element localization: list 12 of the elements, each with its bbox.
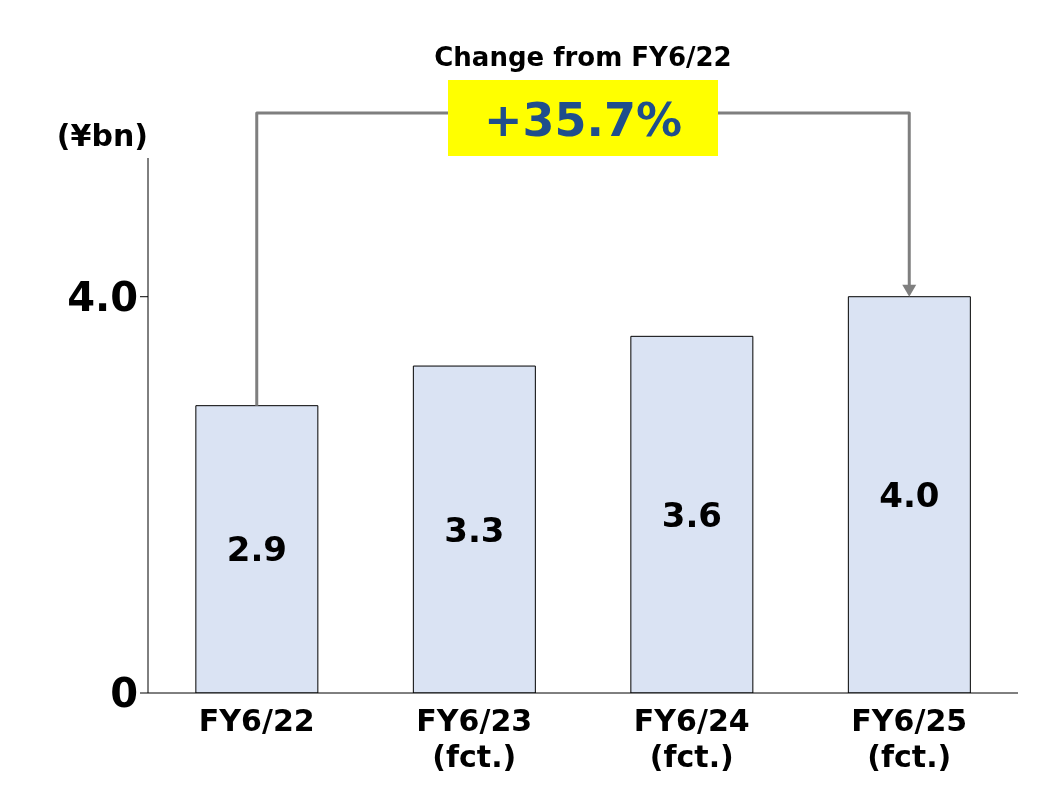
y-tick-label: 0: [110, 670, 138, 717]
x-tick-label: FY6/24 (fct.): [633, 703, 750, 774]
x-tick-label: FY6/22: [198, 703, 315, 738]
x-tick-label: FY6/25 (fct.): [851, 703, 968, 774]
text: +35.7%: [483, 93, 683, 147]
x-tick-label: FY6/23 (fct.): [416, 703, 533, 774]
data-label: 3.6: [661, 494, 722, 535]
text: Change from FY6/22: [434, 42, 732, 72]
data-label: 3.3: [444, 509, 505, 550]
data-label: 4.0: [879, 474, 940, 515]
y-axis-title: (¥bn): [56, 118, 148, 153]
data-label: 2.9: [226, 529, 287, 570]
